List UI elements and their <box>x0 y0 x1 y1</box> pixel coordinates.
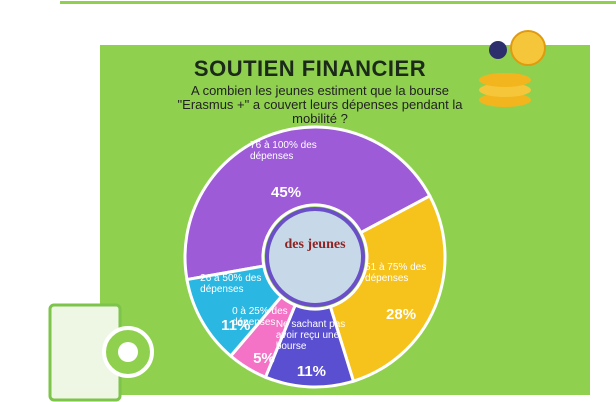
pie-slice <box>185 264 284 359</box>
slice-label: Ne sachant pas avoir reçu une bourse <box>275 318 346 352</box>
pie-slice <box>328 193 447 384</box>
pie-slice <box>183 125 432 282</box>
slice-label: 26 à 50% des dépenses <box>200 272 262 295</box>
slice-label: 51 à 75% des dépenses <box>365 262 427 285</box>
value-label: 11% <box>296 362 327 380</box>
chart-subtitle: A combien les jeunes estiment que la bou… <box>177 83 463 126</box>
coins-illustration <box>479 30 546 107</box>
clipboard-illustration <box>48 303 154 402</box>
top-line <box>60 1 616 4</box>
value-label: 11% <box>221 316 251 334</box>
slice-label: 0 à 25% des dépenses <box>232 305 288 328</box>
value-label: 5% <box>253 349 275 367</box>
value-label: 45% <box>271 184 302 201</box>
chart-title: SOUTIEN FINANCIER <box>193 56 427 81</box>
center-label: des jeunes <box>284 237 346 252</box>
value-label: 28% <box>386 306 417 324</box>
center-circle <box>265 207 365 307</box>
slice-label: 76 à 100% des dépenses <box>250 140 317 162</box>
